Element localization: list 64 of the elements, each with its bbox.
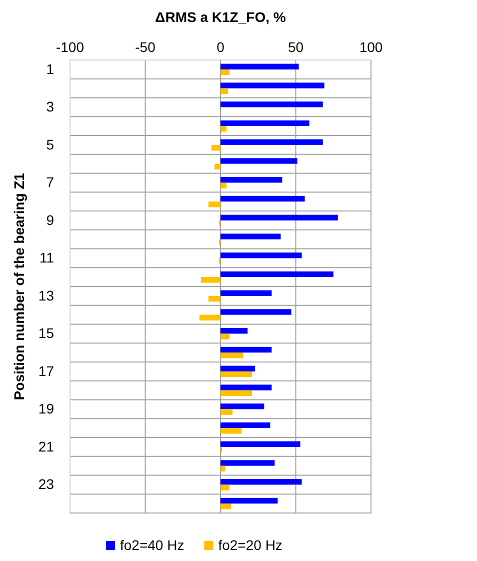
bar <box>220 252 302 258</box>
bar <box>220 504 232 510</box>
bar <box>220 390 252 396</box>
bar <box>220 479 302 485</box>
x-tick-label: -100 <box>56 39 84 55</box>
bar <box>220 404 264 410</box>
y-tick-label: 5 <box>46 136 54 152</box>
bar <box>220 371 252 378</box>
y-tick-label: 23 <box>38 476 54 492</box>
x-tick-label: 100 <box>359 39 383 55</box>
bar <box>220 484 230 490</box>
bar <box>220 428 242 434</box>
bar <box>220 69 230 76</box>
y-tick-label: 21 <box>38 438 54 454</box>
bar <box>220 88 228 94</box>
bar <box>220 334 230 340</box>
x-axis-title: ΔRMS a K1Z_FO, % <box>155 9 286 25</box>
bar <box>220 384 272 390</box>
y-tick-label: 9 <box>46 212 54 228</box>
y-tick-label: 7 <box>46 174 54 190</box>
bar <box>214 164 220 170</box>
bar <box>220 441 300 447</box>
bar <box>220 234 281 240</box>
bar <box>200 277 220 283</box>
bar <box>220 196 305 202</box>
bar <box>220 309 292 315</box>
y-axis-title: Position number of the bearing Z1 <box>11 172 27 400</box>
y-tick-label: 15 <box>38 325 54 342</box>
legend-label: fo2=40 Hz <box>120 537 184 553</box>
bar <box>220 460 275 466</box>
bar <box>220 498 278 504</box>
bar <box>208 296 220 302</box>
bar <box>220 352 244 358</box>
x-tick-label: 50 <box>288 39 304 55</box>
bar <box>220 139 323 145</box>
bar <box>220 120 310 126</box>
bar <box>220 214 338 220</box>
y-tick-label: 11 <box>39 250 54 266</box>
bar <box>208 202 220 208</box>
bar <box>220 290 272 296</box>
bar <box>220 102 323 108</box>
bar <box>220 422 270 428</box>
x-tick-label: -50 <box>135 39 156 55</box>
bar <box>211 144 220 151</box>
bar <box>220 126 227 132</box>
bar <box>220 409 233 415</box>
y-tick-label: 3 <box>46 98 54 115</box>
y-tick-label: 13 <box>38 287 54 304</box>
bar <box>220 346 272 353</box>
bar <box>220 64 299 70</box>
bar <box>220 158 298 164</box>
x-tick-label: 0 <box>216 39 225 55</box>
bar <box>220 328 248 334</box>
bar <box>220 466 226 472</box>
bar <box>220 177 282 183</box>
bar <box>220 271 334 278</box>
bar <box>220 366 256 372</box>
bar <box>220 82 324 88</box>
bar <box>199 314 220 320</box>
bar <box>220 182 227 188</box>
legend-label: fo2=20 Hz <box>218 537 282 553</box>
y-tick-label: 19 <box>38 400 54 417</box>
y-tick-label: 17 <box>38 362 54 379</box>
y-tick-label: 1 <box>46 60 54 77</box>
